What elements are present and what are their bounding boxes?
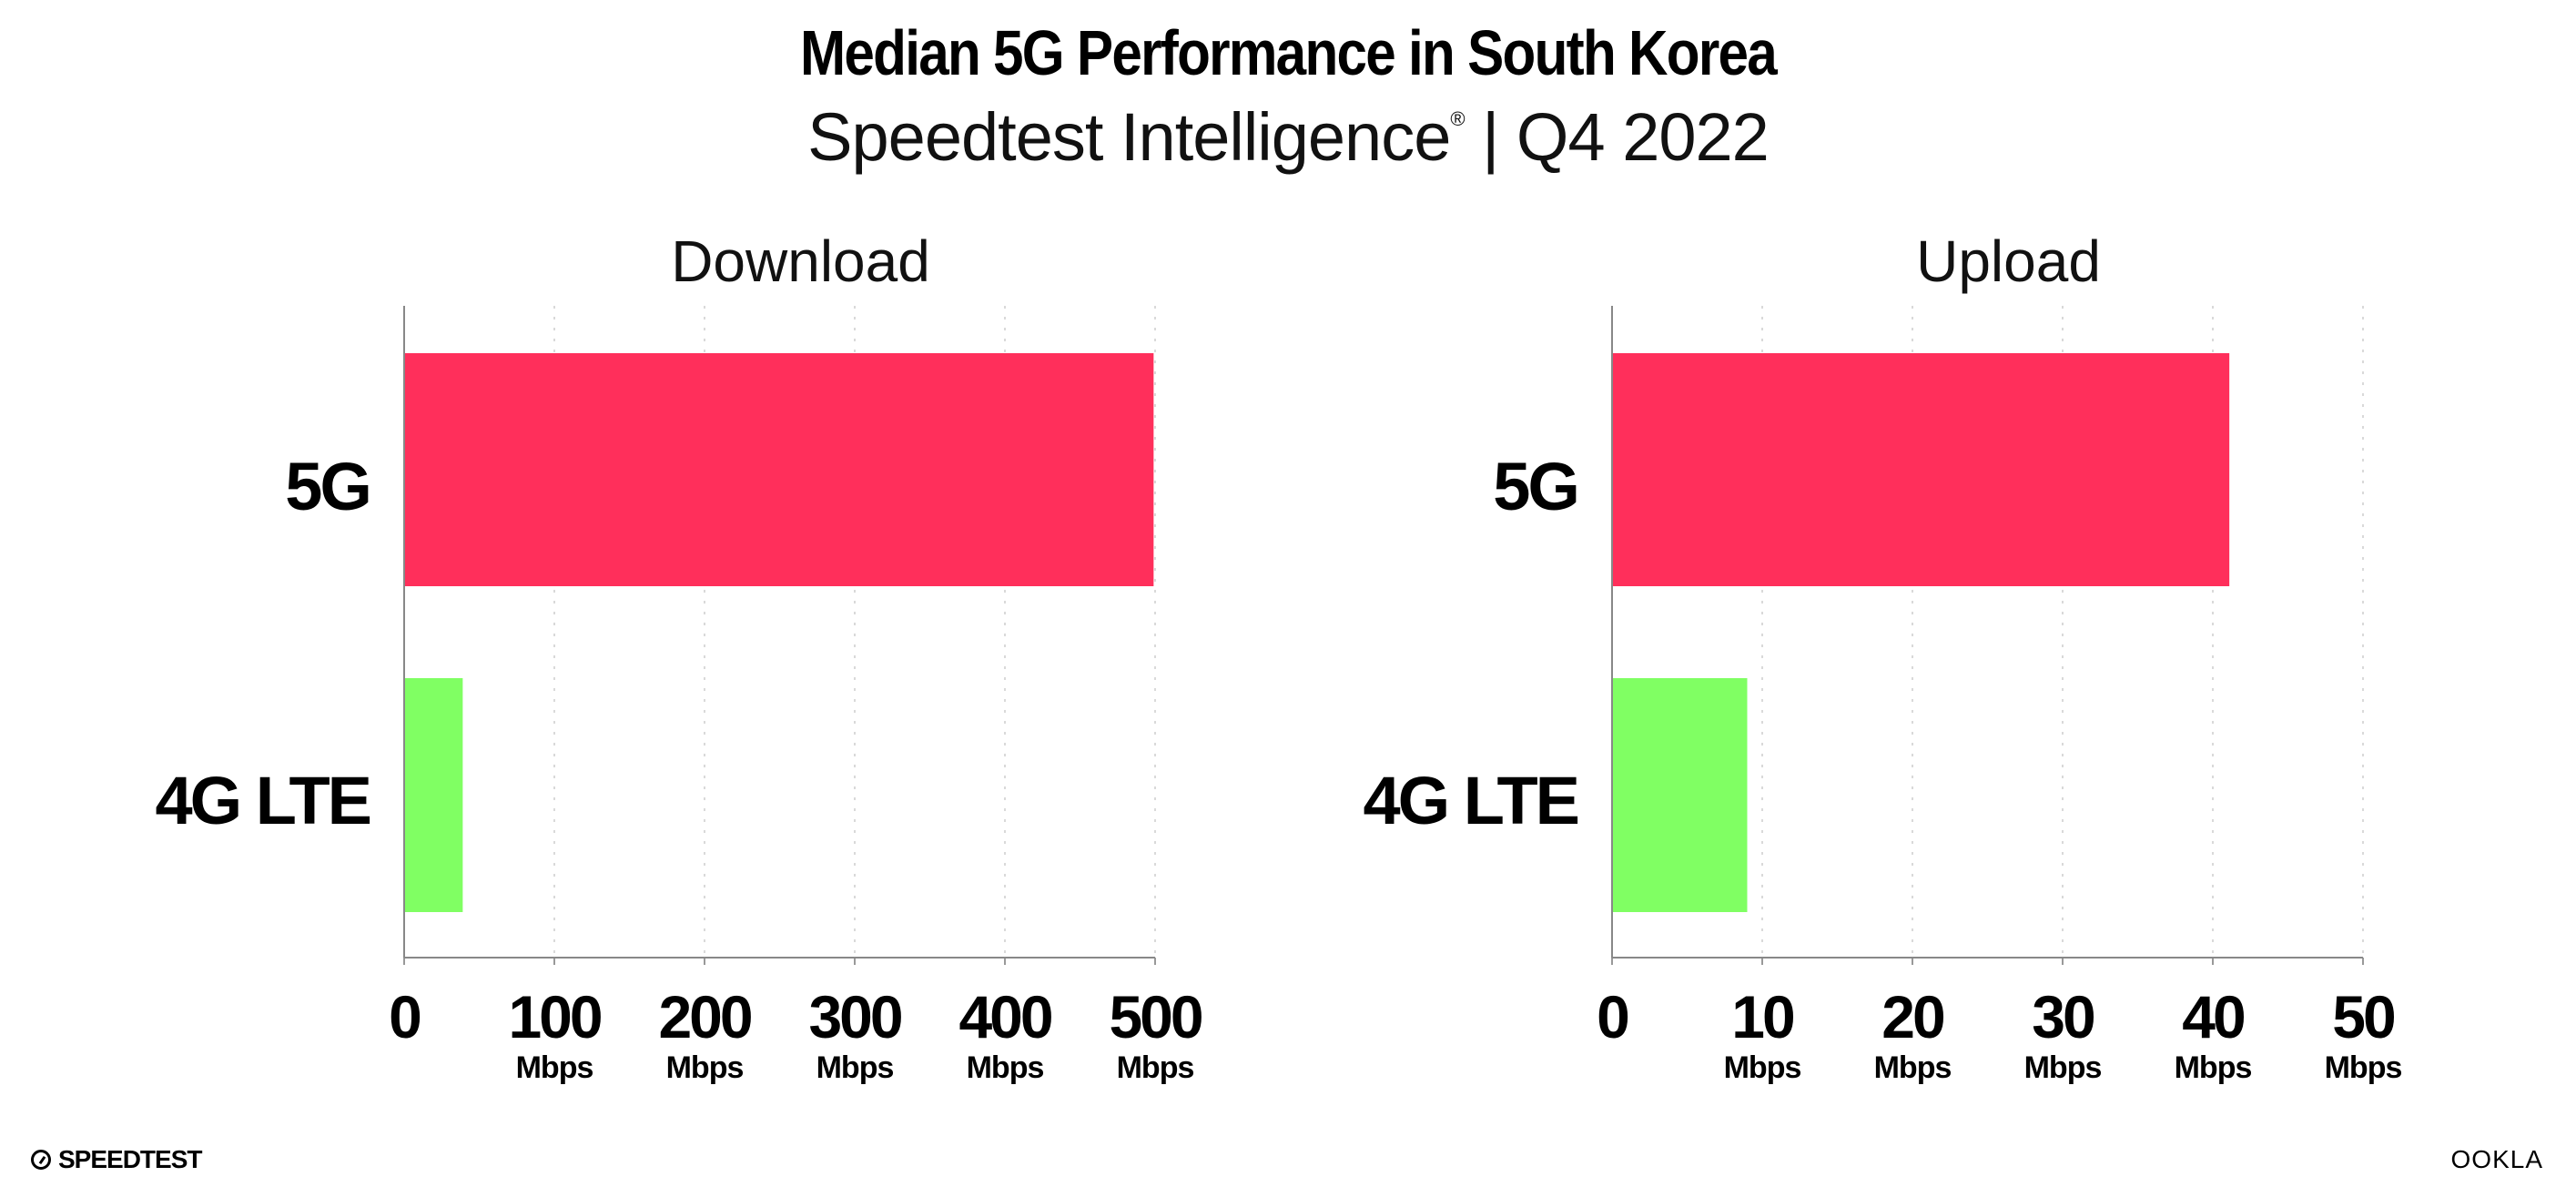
download-panel-title: Download [671,228,930,294]
ookla-logo: OOKLA [2450,1145,2543,1173]
download-tick-label: 0 [389,983,420,1050]
download-tick-label: 500 [1109,983,1201,1050]
upload-tick-label: 50 [2332,983,2394,1050]
download-tick-unit: Mbps [816,1050,894,1085]
upload-tick-unit: Mbps [2175,1050,2252,1085]
download-tick-label: 100 [508,983,600,1050]
subtitle-text: Speedtest Intelligence [807,99,1451,175]
download-tick-unit: Mbps [516,1050,593,1085]
download-tick-unit: Mbps [967,1050,1044,1085]
upload-tick-label: 10 [1731,983,1793,1050]
speedtest-gauge-icon [31,1150,51,1170]
upload-panel-title: Upload [1916,228,2101,294]
download-tick-label: 200 [658,983,750,1050]
download-category-label: 4G LTE [155,763,370,838]
upload-tick-unit: Mbps [1724,1050,1801,1085]
download-tick-label: 400 [958,983,1050,1050]
download-bar-4g-lte [404,678,463,912]
download-tick-label: 300 [808,983,900,1050]
upload-tick-label: 30 [2032,983,2094,1050]
upload-tick-label: 40 [2182,983,2244,1050]
download-tick-unit: Mbps [1117,1050,1194,1085]
speedtest-logo: SPEEDTEST [31,1145,202,1174]
subtitle-period: | Q4 2022 [1464,99,1770,175]
upload-category-label: 4G LTE [1363,763,1577,838]
registered-mark: ® [1450,107,1465,130]
download-category-label: 5G [285,449,370,524]
chart-subtitle: Speedtest Intelligence® | Q4 2022 [0,98,2576,176]
upload-category-label: 5G [1493,449,1577,524]
upload-tick-unit: Mbps [1874,1050,1952,1085]
download-bar-5g [404,353,1154,586]
speedtest-logo-text: SPEEDTEST [58,1145,202,1173]
upload-bar-5g [1612,353,2230,586]
upload-bar-4g-lte [1612,678,1748,912]
upload-tick-unit: Mbps [2024,1050,2102,1085]
upload-tick-label: 0 [1597,983,1628,1050]
upload-tick-label: 20 [1881,983,1943,1050]
download-tick-unit: Mbps [666,1050,744,1085]
upload-tick-unit: Mbps [2325,1050,2402,1085]
chart-title: Median 5G Performance in South Korea [799,17,1778,88]
